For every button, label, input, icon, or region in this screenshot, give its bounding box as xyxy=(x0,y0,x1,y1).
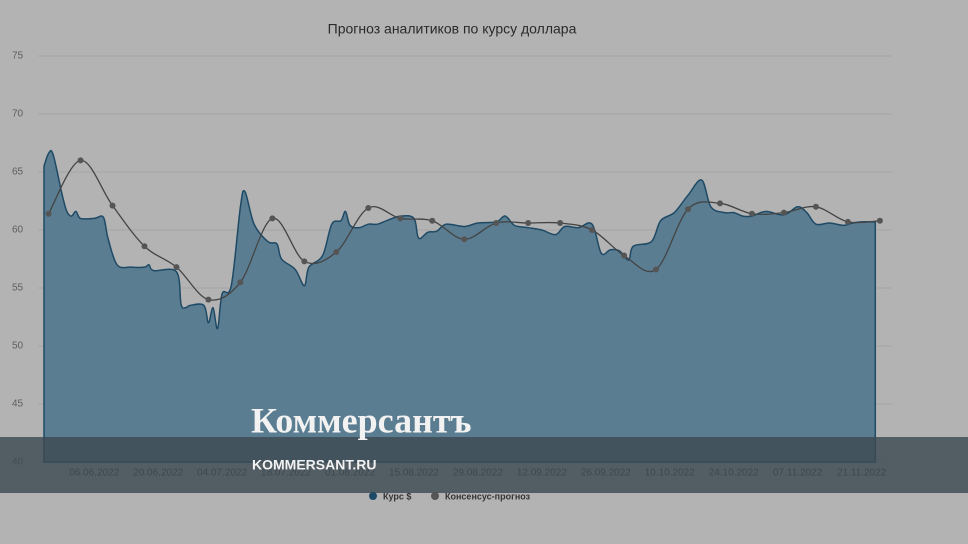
marker xyxy=(141,243,148,250)
y-tick-label: 75 xyxy=(12,51,24,62)
y-tick-label: 65 xyxy=(12,167,24,178)
y-tick-label: 45 xyxy=(12,399,24,410)
marker xyxy=(525,220,532,227)
marker xyxy=(205,296,212,303)
marker xyxy=(237,279,244,286)
marker xyxy=(780,209,787,216)
plot: 404550556065707506.06.202220.06.202204.0… xyxy=(12,51,892,479)
marker xyxy=(717,200,723,207)
marker xyxy=(876,217,883,224)
y-tick-label: 70 xyxy=(12,109,24,120)
marker xyxy=(653,266,660,273)
y-tick-label: 55 xyxy=(12,283,24,294)
marker xyxy=(269,215,276,222)
marker xyxy=(557,220,564,227)
marker xyxy=(812,203,819,210)
marker xyxy=(301,258,308,265)
watermark-site: KOMMERSANT.RU xyxy=(252,457,376,473)
y-tick-label: 50 xyxy=(12,341,24,352)
marker xyxy=(493,220,500,227)
legend-label: Консенсус-прогноз xyxy=(445,491,531,501)
area xyxy=(43,149,877,463)
marker xyxy=(45,210,52,217)
marker xyxy=(685,206,692,213)
marker xyxy=(589,227,596,233)
legend-marker xyxy=(431,492,439,500)
marker xyxy=(429,217,436,224)
marker xyxy=(397,215,404,222)
marker xyxy=(461,236,468,243)
marker xyxy=(748,210,755,217)
chart-title: Прогноз аналитиков по курсу доллара xyxy=(328,21,577,37)
marker xyxy=(77,157,84,164)
marker xyxy=(365,204,372,211)
legend: Курс $ Консенсус-прогноз xyxy=(369,491,531,501)
y-tick-label: 60 xyxy=(12,225,24,236)
watermark-band xyxy=(0,437,968,493)
legend-marker xyxy=(369,492,377,500)
marker xyxy=(333,249,340,256)
marker xyxy=(621,252,628,259)
marker xyxy=(173,264,180,271)
marker xyxy=(844,218,851,225)
marker xyxy=(109,202,116,209)
legend-label: Курс $ xyxy=(383,491,411,501)
watermark-logo: Коммерсантъ xyxy=(251,400,472,440)
